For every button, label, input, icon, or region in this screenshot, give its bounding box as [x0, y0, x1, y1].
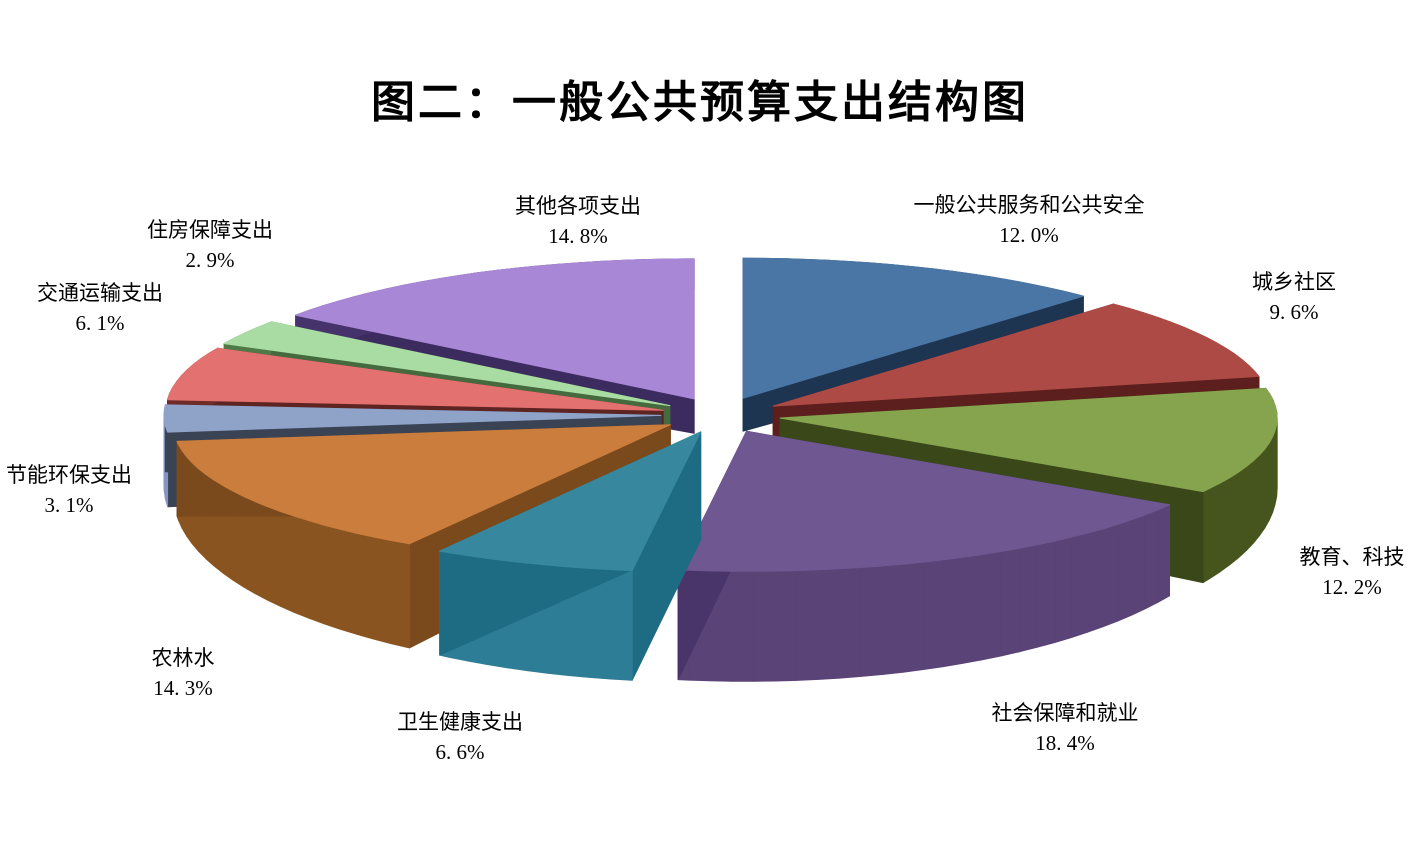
- pie-slice-wall-5: [356, 532, 375, 640]
- slice-label-education-science: 教育、科技 12. 2%: [1232, 542, 1417, 603]
- pie-slice-wall-3: [839, 567, 862, 679]
- pie-slice-wall-3: [796, 569, 819, 681]
- pie-slice-wall-3: [1144, 509, 1159, 610]
- slice-label-transportation: 交通运输支出 6. 1%: [0, 278, 220, 339]
- pie-slice-wall-2: [1202, 488, 1210, 584]
- slice-label-social-security-employment: 社会保障和就业 18. 4%: [945, 698, 1185, 759]
- slice-label-text: 节能环保支出: [6, 463, 132, 487]
- pie-slice-top-5: [176, 424, 671, 545]
- pie-slice-wall-3: [1070, 532, 1088, 638]
- pie-slice-wall-3: [1087, 528, 1104, 633]
- pie-slice-wall-2: [1208, 482, 1221, 580]
- slice-label-percent: 12. 2%: [1322, 575, 1382, 600]
- slice-label-percent: 6. 6%: [435, 740, 485, 765]
- slice-label-text: 卫生健康支出: [397, 710, 523, 734]
- pie-slice-wall-5: [266, 506, 281, 607]
- pie-slice-wall-3: [753, 570, 776, 682]
- slice-label-general-public-services: 一般公共服务和公共安全 12. 0%: [909, 190, 1149, 251]
- pie-slice-wall-3: [1036, 540, 1056, 648]
- slice-label-percent: 6. 1%: [75, 311, 125, 336]
- pie-slice-wall-3: [1117, 519, 1133, 622]
- slice-label-percent: 2. 9%: [185, 248, 235, 273]
- slice-label-text: 住房保障支出: [147, 218, 273, 242]
- slice-label-text: 交通运输支出: [37, 281, 163, 305]
- slice-label-percent: 14. 3%: [153, 676, 213, 701]
- slice-label-text: 社会保障和就业: [991, 701, 1139, 725]
- pie-slice-wall-2: [1219, 477, 1231, 573]
- pie-slice-wall-2: [1245, 460, 1254, 551]
- pie-slice-top-4: [439, 431, 702, 572]
- pie-slice-wall-3: [860, 565, 883, 677]
- pie-slice-wall-2: [1259, 448, 1266, 536]
- pie-slice-wall-5: [293, 515, 310, 619]
- pie-slice-wall-2: [1268, 436, 1274, 521]
- pie-slice-top-9: [295, 258, 695, 400]
- slice-label-energy-environment: 节能环保支出 3. 1%: [0, 460, 189, 521]
- slice-label-percent: 12. 0%: [999, 223, 1059, 248]
- slice-label-text: 农林水: [151, 646, 215, 670]
- pie-slice-wall-3: [1054, 536, 1072, 643]
- pie-slice-wall-5: [308, 520, 325, 625]
- slice-label-health: 卫生健康支出 6. 6%: [340, 707, 580, 768]
- chart-title: 图二：一般公共预算支出结构图: [371, 78, 1029, 127]
- pie-slice-wall-2: [1264, 442, 1270, 529]
- pie-slice-wall-3: [1019, 544, 1038, 653]
- pie-slice-top-0: [742, 257, 1084, 399]
- pie-slice-wall-3: [1157, 504, 1170, 603]
- slice-label-housing: 住房保障支出 2. 9%: [90, 215, 330, 276]
- pie-slice-wall-5: [390, 540, 410, 649]
- pie-slice-wall-5: [373, 536, 392, 645]
- pie-slice-wall-3: [1102, 523, 1119, 628]
- pie-slice-top-2: [779, 387, 1278, 493]
- pie-slice-top-3: [677, 430, 1170, 572]
- slice-label-text: 城乡社区: [1252, 270, 1336, 294]
- pie-slice-wall-5: [339, 528, 357, 635]
- pie-slice-top-7: [167, 347, 664, 411]
- slice-label-other: 其他各项支出 14. 8%: [458, 191, 698, 252]
- pie-slice-top-6: [163, 404, 662, 433]
- pie-slice-wall-3: [818, 568, 841, 680]
- pie-slice-wall-3: [774, 570, 798, 682]
- slice-label-percent: 3. 1%: [44, 493, 94, 518]
- slice-label-agriculture-forestry-water: 农林水 14. 3%: [63, 643, 303, 704]
- pie-slice-wall-5: [323, 524, 341, 630]
- pie-slice-wall-4: [610, 569, 633, 681]
- pie-slice-wall-3: [881, 563, 904, 675]
- pie-slice-wall-3: [1131, 514, 1146, 616]
- slice-label-text: 教育、科技: [1299, 545, 1405, 569]
- slice-label-percent: 18. 4%: [1035, 731, 1095, 756]
- pie-slice-top-1: [772, 303, 1260, 407]
- pie-slice-wall-3: [922, 559, 944, 670]
- slice-label-percent: 9. 6%: [1269, 300, 1319, 325]
- pie-slice-wall-3: [902, 561, 924, 673]
- pie-slice-wall-3: [962, 554, 983, 664]
- pie-slice-wall-3: [731, 570, 755, 682]
- pie-slice-wall-3: [942, 556, 964, 668]
- slice-label-percent: 14. 8%: [548, 224, 608, 249]
- slice-label-urban-rural-community: 城乡社区 9. 6%: [1174, 267, 1414, 328]
- slice-label-text: 一般公共服务和公共安全: [913, 193, 1145, 217]
- pie-slice-top-8: [223, 321, 671, 407]
- pie-slice-wall-3: [1000, 547, 1021, 657]
- pie-slice-wall-2: [1253, 454, 1261, 544]
- slice-label-text: 其他各项支出: [515, 194, 641, 218]
- pie-slice-wall-3: [981, 551, 1002, 661]
- pie-slice-wall-5: [280, 511, 295, 613]
